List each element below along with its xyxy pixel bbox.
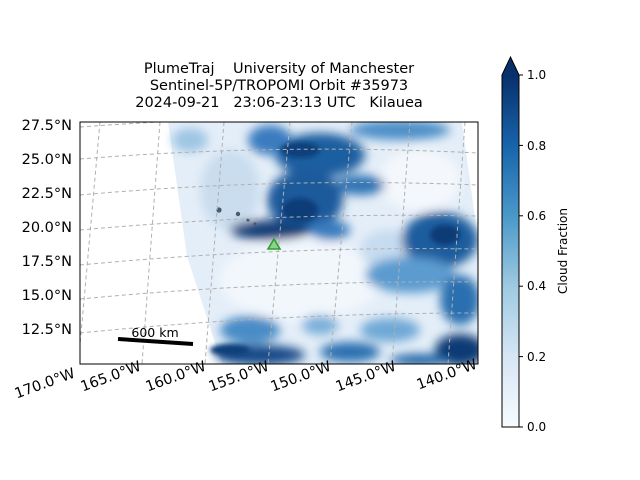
colorbar-extend-arrow bbox=[502, 57, 519, 75]
scale-bar bbox=[117, 337, 194, 346]
lat-label: 20.0°N bbox=[22, 220, 72, 236]
graticule bbox=[80, 122, 478, 364]
colorbar-tick: 0.6 bbox=[527, 209, 546, 223]
map-title-line-3: 2024-09-21 23:06-23:13 UTC Kilauea bbox=[135, 95, 423, 111]
lat-label: 27.5°N bbox=[22, 118, 72, 134]
map-title-line-1: PlumeTraj University of Manchester bbox=[143, 61, 415, 77]
lat-label: 17.5°N bbox=[22, 254, 72, 270]
lat-label: 15.0°N bbox=[22, 288, 72, 304]
map-area: 600 km bbox=[80, 122, 478, 364]
colorbar-tick: 0.2 bbox=[527, 350, 546, 364]
lat-label: 25.0°N bbox=[22, 152, 72, 168]
colorbar: 0.0 0.2 0.4 0.6 0.8 1.0 Cloud Fraction bbox=[501, 55, 570, 434]
lat-labels: 27.5°N 25.0°N 22.5°N 20.0°N 17.5°N 15.0°… bbox=[22, 118, 72, 338]
scale-bar-label: 600 km bbox=[131, 325, 178, 340]
colorbar-label: Cloud Fraction bbox=[556, 208, 570, 294]
colorbar-tick: 0.0 bbox=[527, 420, 546, 434]
colorbar-tick: 0.8 bbox=[527, 139, 546, 153]
triangle-icon bbox=[266, 237, 282, 250]
colorbar-tick: 1.0 bbox=[527, 68, 546, 82]
lon-label: 170.0°W bbox=[13, 366, 78, 403]
lat-label: 22.5°N bbox=[22, 186, 72, 202]
lat-label: 12.5°N bbox=[22, 322, 72, 338]
colorbar-tick: 0.4 bbox=[527, 279, 546, 293]
map-title-line-2: Sentinel-5P/TROPOMI Orbit #35973 bbox=[149, 78, 409, 94]
cloud-field bbox=[172, 122, 478, 364]
